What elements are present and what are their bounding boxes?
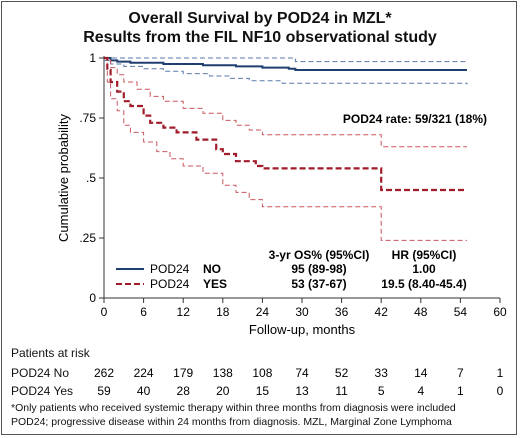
legend-group-no: NO	[203, 262, 221, 276]
series-no-ci-upper	[104, 57, 467, 63]
risk-value-0-2: 179	[173, 366, 193, 380]
risk-value-1-7: 5	[378, 384, 385, 398]
x-tick-label-10: 60	[493, 305, 507, 319]
risk-value-1-4: 15	[256, 384, 270, 398]
pod24-rate-annotation: POD24 rate: 59/321 (18%)	[343, 112, 487, 126]
os-value-yes: 53 (37-67)	[291, 277, 346, 291]
risk-value-1-3: 20	[216, 384, 230, 398]
risk-value-0-7: 33	[375, 366, 389, 380]
x-tick-label-6: 36	[335, 305, 349, 319]
hr-value-no: 1.00	[412, 262, 436, 276]
risk-value-0-1: 224	[134, 366, 154, 380]
hr-value-yes: 19.5 (8.40-45.4)	[381, 277, 466, 291]
risk-value-1-10: 0	[497, 384, 504, 398]
os-column-header: 3-yr OS% (95%CI)	[269, 248, 370, 262]
x-tick-label-4: 24	[256, 305, 270, 319]
legend-name-no: POD24	[150, 262, 190, 276]
risk-value-0-3: 138	[213, 366, 233, 380]
y-tick-label-4: 1	[89, 51, 96, 65]
y-axis-label: Cumulative probability	[56, 114, 71, 242]
risk-value-1-6: 11	[335, 384, 348, 398]
x-tick-label-8: 48	[414, 305, 428, 319]
footnote-line2: POD24; progressive disease within 24 mon…	[11, 416, 452, 428]
risk-value-1-0: 59	[97, 384, 111, 398]
risk-value-1-2: 28	[177, 384, 191, 398]
series-yes-ci-lower	[104, 57, 467, 241]
risk-value-0-4: 108	[252, 366, 272, 380]
x-tick-label-2: 12	[177, 305, 191, 319]
x-tick-label-1: 6	[140, 305, 147, 319]
y-tick-label-2: .5	[86, 171, 96, 185]
risk-value-1-1: 40	[137, 384, 151, 398]
risk-value-0-9: 7	[457, 366, 464, 380]
risk-value-0-6: 52	[335, 366, 349, 380]
chart-title-line1: Overall Survival by POD24 in MZL*	[128, 10, 392, 27]
footnote-line1: *Only patients who received systemic the…	[11, 402, 456, 414]
chart-title-line2: Results from the FIL NF10 observational …	[83, 29, 437, 46]
series-no-curve	[104, 57, 467, 71]
os-value-no: 95 (89-98)	[291, 262, 346, 276]
risk-value-0-10: 1	[497, 366, 504, 380]
series-yes-ci-upper	[104, 57, 467, 148]
legend-name-yes: POD24	[150, 277, 190, 291]
risk-value-0-8: 14	[414, 366, 428, 380]
hr-column-header: HR (95%CI)	[392, 248, 457, 262]
risk-value-1-9: 1	[457, 384, 464, 398]
x-axis-label: Follow-up, months	[249, 322, 356, 337]
x-tick-label-5: 30	[295, 305, 309, 319]
y-tick-label-1: .25	[79, 231, 96, 245]
x-tick-label-9: 54	[454, 305, 468, 319]
risk-row-label-no: POD24 No	[11, 366, 70, 380]
risk-value-1-8: 4	[417, 384, 424, 398]
risk-row-label-yes: POD24 Yes	[11, 384, 74, 398]
y-tick-label-3: .75	[79, 111, 96, 125]
risk-table-title: Patients at risk	[11, 346, 90, 360]
series-yes-curve	[104, 56, 467, 192]
risk-value-0-5: 74	[295, 366, 309, 380]
legend-group-yes: YES	[203, 277, 227, 291]
x-tick-label-7: 42	[375, 305, 389, 319]
risk-value-1-5: 13	[295, 384, 309, 398]
series-no-ci-lower	[104, 59, 468, 85]
x-tick-label-3: 18	[216, 305, 230, 319]
x-tick-label-0: 0	[101, 305, 108, 319]
risk-value-0-0: 262	[94, 366, 114, 380]
y-tick-label-0: 0	[89, 291, 96, 305]
